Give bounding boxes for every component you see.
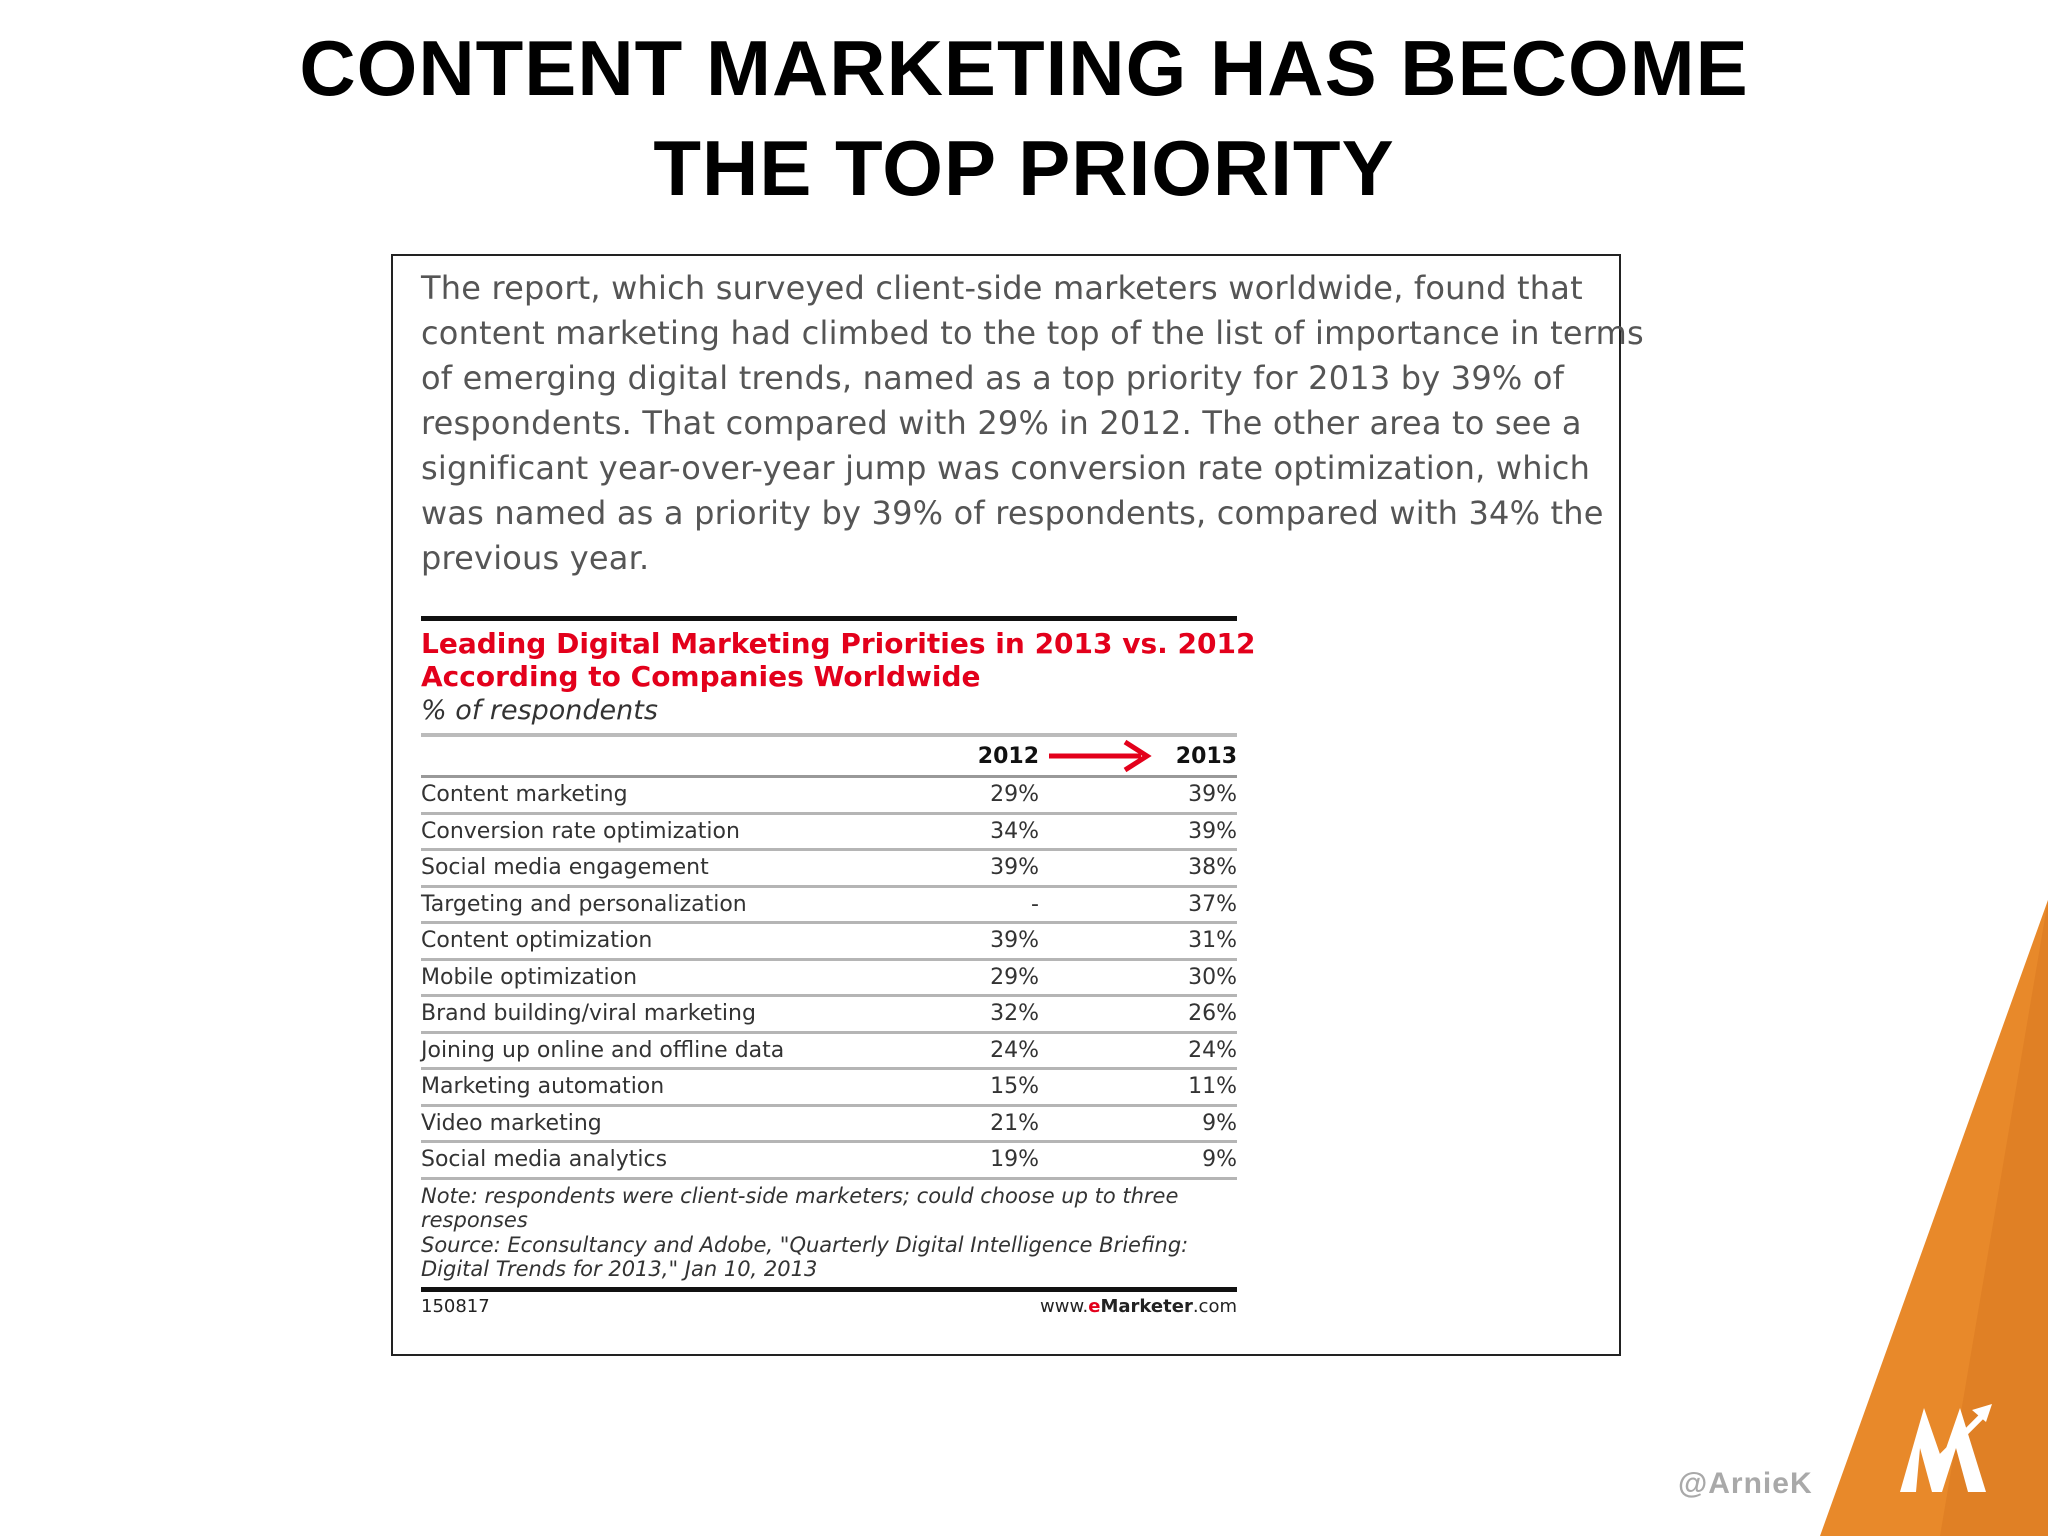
row-label: Social media engagement [421, 855, 709, 880]
title-line-1: CONTENT MARKETING HAS BECOME [299, 24, 1749, 112]
intro-line: of emerging digital trends, named as a t… [421, 359, 1565, 397]
row-label: Conversion rate optimization [421, 818, 740, 844]
author-handle: @ArnieK [1678, 1467, 1813, 1500]
row-label: Content optimization [421, 928, 653, 953]
table-header-rule [421, 733, 1237, 737]
row-label: Brand building/viral marketing [421, 1001, 756, 1026]
value-2012: 15% [990, 1074, 1039, 1099]
site-brand: Marketer [1100, 1295, 1193, 1317]
row-label: Joining up online and offline data [421, 1037, 785, 1063]
table-row: Content marketing 29% 39% [421, 778, 1237, 815]
intro-line: significant year-over-year jump was conv… [421, 449, 1591, 487]
value-2013: 39% [1188, 818, 1237, 844]
table-title-line-1: Leading Digital Marketing Priorities in … [421, 627, 1256, 660]
intro-line: The report, which surveyed client-side m… [421, 269, 1583, 307]
note-line: Note: respondents were client-side marke… [421, 1183, 1179, 1208]
value-2013: 30% [1188, 964, 1237, 990]
value-2013: 9% [1202, 1147, 1237, 1172]
table-row: Video marketing 21% 9% [421, 1107, 1237, 1143]
table-row: Social media engagement 39% 38% [421, 851, 1237, 888]
intro-line: respondents. That compared with 29% in 2… [421, 404, 1582, 442]
chart-code: 150817 [421, 1295, 490, 1317]
value-2013: 37% [1188, 891, 1237, 917]
table-top-rule [421, 616, 1237, 621]
value-2013: 11% [1188, 1074, 1237, 1099]
title-line-2: THE TOP PRIORITY [653, 124, 1395, 212]
value-2013: 38% [1188, 855, 1237, 880]
article-excerpt-frame: The report, which surveyed client-side m… [391, 254, 1644, 1356]
site-e: e [1088, 1295, 1101, 1317]
table-note: Note: respondents were client-side marke… [421, 1184, 1237, 1282]
table-row: Joining up online and offline data 24% 24% [421, 1034, 1237, 1070]
value-2012: 39% [990, 855, 1039, 880]
value-2012: - [1031, 891, 1039, 917]
value-2013: 31% [1188, 928, 1237, 953]
table-row: Marketing automation 15% 11% [421, 1070, 1237, 1107]
mountain-arrow-logo-icon [1900, 1404, 1992, 1492]
note-line: responses [421, 1208, 528, 1232]
row-label: Targeting and personalization [421, 891, 747, 917]
table-row: Content optimization 39% 31% [421, 924, 1237, 961]
row-label: Marketing automation [421, 1074, 665, 1099]
value-2012: 34% [990, 818, 1039, 844]
page-title: CONTENT MARKETING HAS BECOME THE TOP PRI… [0, 18, 2048, 218]
intro-line: content marketing had climbed to the top… [421, 314, 1644, 352]
site-prefix: www. [1040, 1295, 1089, 1317]
row-label: Content marketing [421, 782, 628, 807]
orange-corner-decoration [1820, 900, 2048, 1536]
value-2013: 24% [1188, 1037, 1237, 1063]
table-footer: 150817 www.eMarketer.com [421, 1292, 1237, 1317]
red-right-arrow-icon [1049, 739, 1152, 773]
value-2013: 26% [1188, 1001, 1237, 1026]
table-row: Social media analytics 19% 9% [421, 1143, 1237, 1180]
table-row: Conversion rate optimization 34% 39% [421, 815, 1237, 851]
value-2012: 32% [990, 1001, 1039, 1026]
table-row: Targeting and personalization - 37% [421, 888, 1237, 924]
intro-line: was named as a priority by 39% of respon… [421, 494, 1604, 532]
row-label: Social media analytics [421, 1147, 668, 1172]
column-header-2013: 2013 [1175, 744, 1237, 769]
value-2012: 24% [990, 1037, 1039, 1063]
table-row: Mobile optimization 29% 30% [421, 961, 1237, 997]
value-2012: 19% [990, 1147, 1039, 1172]
source-site: www.eMarketer.com [1040, 1296, 1237, 1317]
site-suffix: .com [1192, 1295, 1237, 1317]
table-subtitle: % of respondents [421, 695, 658, 726]
table-bottom-rule [421, 1286, 1237, 1292]
row-label: Mobile optimization [421, 964, 638, 990]
note-line: Source: Econsultancy and Adobe, "Quarter… [421, 1232, 1189, 1257]
value-2012: 21% [990, 1110, 1039, 1136]
table-header-row: 2012 2013 [421, 737, 1237, 778]
table-body: Content marketing 29% 39% Conversion rate o… [421, 778, 1237, 1180]
table-row: Brand building/viral marketing 32% 26% [421, 997, 1237, 1034]
intro-paragraph: The report, which surveyed client-side m… [421, 266, 1644, 581]
value-2013: 39% [1188, 782, 1237, 807]
value-2013: 9% [1202, 1110, 1237, 1136]
priorities-table: Leading Digital Marketing Priorities in … [421, 616, 1256, 1317]
intro-line: previous year. [421, 539, 650, 577]
value-2012: 29% [990, 964, 1039, 990]
value-2012: 39% [990, 928, 1039, 953]
column-header-2012: 2012 [977, 744, 1039, 769]
table-title-line-2: According to Companies Worldwide [421, 660, 981, 693]
table-title: Leading Digital Marketing Priorities in … [421, 627, 1256, 693]
value-2012: 29% [990, 782, 1039, 807]
note-line: Digital Trends for 2013," Jan 10, 2013 [421, 1257, 818, 1281]
row-label: Video marketing [421, 1110, 602, 1136]
